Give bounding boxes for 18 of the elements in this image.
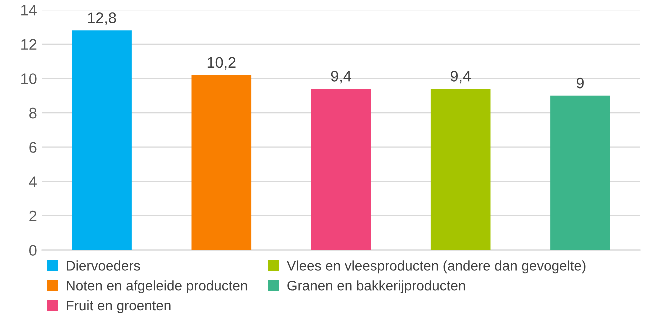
legend-label: Fruit en groenten: [67, 300, 171, 314]
data-label: 9,4: [450, 71, 472, 84]
data-label: 9,4: [331, 71, 352, 84]
y-tick-label: 2: [30, 210, 37, 222]
y-tick-label: 12: [22, 39, 37, 50]
data-label: 10,2: [208, 57, 236, 70]
y-tick-label: 4: [29, 176, 37, 188]
y-tick-label: 6: [30, 142, 37, 154]
data-label: 9: [576, 78, 584, 89]
data-label: 12,8: [88, 12, 116, 26]
y-tick-label: 0: [29, 245, 37, 256]
legend-label: Diervoeders: [67, 260, 140, 271]
y-tick-label: 10: [22, 74, 37, 84]
legend-label: Noten en afgeleide producten: [67, 280, 248, 294]
legend-label: Vlees en vleesproducten (andere dan gevogelte): [287, 260, 586, 274]
y-tick-label: 8: [30, 108, 37, 119]
legend-label: Granen en bakkerijproducten: [288, 280, 466, 294]
y-tick-label: 14: [22, 5, 37, 16]
